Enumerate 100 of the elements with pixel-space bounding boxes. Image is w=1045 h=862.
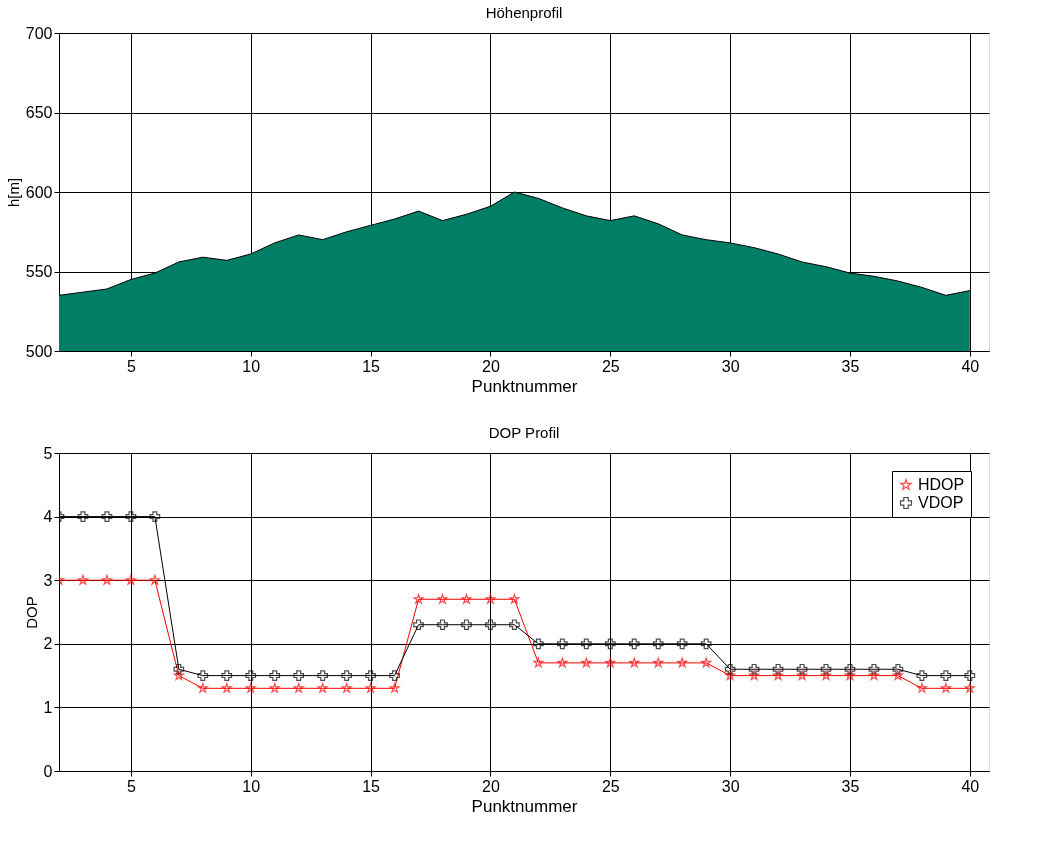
point: [149, 511, 161, 522]
point: [940, 670, 952, 681]
point: [413, 619, 424, 631]
point: [389, 670, 400, 681]
x-tick-label: 30: [721, 357, 740, 375]
point: [629, 657, 640, 668]
point: [749, 670, 760, 681]
x-tick-label: 15: [362, 357, 381, 375]
point: [197, 670, 209, 681]
point: [748, 663, 760, 675]
point: [940, 682, 951, 693]
x-tick-label: 5: [126, 357, 136, 375]
point: [844, 670, 856, 681]
point: [677, 657, 688, 668]
point: [245, 670, 257, 681]
point: [653, 657, 664, 668]
x-tick-label: 20: [482, 357, 500, 375]
point: [509, 619, 520, 631]
point: [581, 657, 592, 668]
point: [221, 670, 233, 681]
point: [652, 638, 664, 650]
x-tick-label: 5: [126, 777, 136, 795]
x-tick-label: 40: [961, 357, 980, 375]
point: [772, 663, 784, 675]
x-tick-label: 30: [721, 777, 740, 795]
point: [293, 670, 305, 681]
point: [173, 670, 184, 681]
point: [365, 670, 376, 681]
y-tick-label: 5: [43, 444, 53, 462]
y-axis-title: h[m]: [4, 177, 22, 208]
point: [628, 638, 640, 650]
y-tick-label: 3: [43, 571, 53, 589]
y-tick-label: 4: [43, 508, 53, 526]
point: [676, 638, 688, 650]
point: [533, 638, 544, 650]
point: [964, 670, 976, 681]
y-tick-label: 2: [43, 635, 53, 653]
point: [892, 670, 904, 681]
point: [437, 593, 448, 604]
point: [701, 657, 712, 668]
point: [341, 682, 352, 693]
point: [461, 593, 472, 604]
point: [461, 619, 472, 631]
point: [77, 574, 89, 585]
point: [796, 670, 808, 681]
point: [485, 593, 496, 604]
point: [820, 663, 832, 675]
point: [557, 638, 568, 650]
chart-title: DOP Profil: [488, 424, 560, 441]
x-tick-label: 35: [841, 777, 860, 795]
x-axis-title: Punktnummer: [471, 796, 578, 816]
x-axis-title: Punktnummer: [471, 376, 578, 396]
x-tick-label: 40: [961, 777, 980, 795]
point: [844, 663, 856, 675]
point: [772, 670, 784, 681]
y-tick-label: 0: [43, 762, 53, 780]
x-tick-label: 10: [242, 777, 261, 795]
point: [413, 593, 424, 604]
point: [173, 663, 185, 675]
point: [868, 670, 880, 681]
x-tick-label: 20: [482, 777, 500, 795]
point: [796, 663, 808, 675]
point: [557, 657, 568, 668]
point: [389, 682, 400, 693]
point: [916, 682, 927, 693]
point: [724, 663, 736, 675]
point: [245, 682, 256, 693]
y-tick-label: 600: [25, 183, 53, 201]
point: [221, 682, 232, 693]
y-tick-label: 700: [25, 24, 53, 42]
point: [317, 670, 328, 681]
point: [509, 593, 520, 604]
legend-label: VDOP: [918, 494, 964, 511]
point: [868, 663, 880, 675]
chart-title: Höhenprofil: [485, 4, 563, 21]
point: [820, 670, 832, 681]
point: [293, 682, 304, 693]
y-tick-label: 500: [25, 342, 53, 360]
y-tick-label: 550: [25, 263, 53, 280]
y-tick-label: 1: [43, 698, 53, 716]
point: [964, 682, 975, 693]
y-tick-label: 650: [25, 104, 53, 121]
point: [197, 682, 208, 693]
point: [149, 574, 160, 585]
point: [101, 574, 113, 585]
x-tick-label: 15: [362, 777, 381, 795]
point: [317, 682, 328, 693]
point: [365, 682, 376, 693]
point: [605, 657, 616, 668]
point: [101, 511, 113, 522]
point: [485, 619, 496, 631]
point: [700, 638, 712, 650]
x-tick-label: 25: [601, 357, 620, 375]
point: [125, 511, 137, 522]
point: [437, 619, 448, 631]
point: [580, 638, 592, 650]
point: [533, 657, 544, 668]
legend-label: HDOP: [918, 476, 965, 493]
point: [892, 663, 904, 675]
point: [125, 574, 137, 585]
